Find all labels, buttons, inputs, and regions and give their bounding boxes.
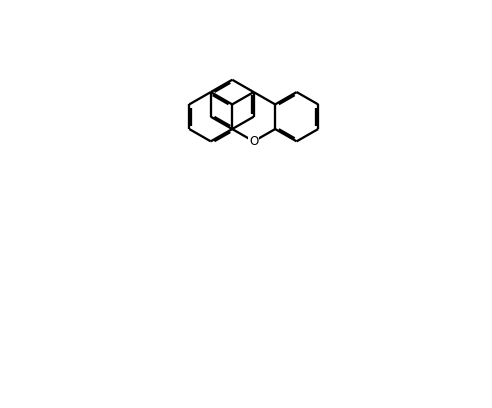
Text: O: O	[249, 135, 258, 148]
